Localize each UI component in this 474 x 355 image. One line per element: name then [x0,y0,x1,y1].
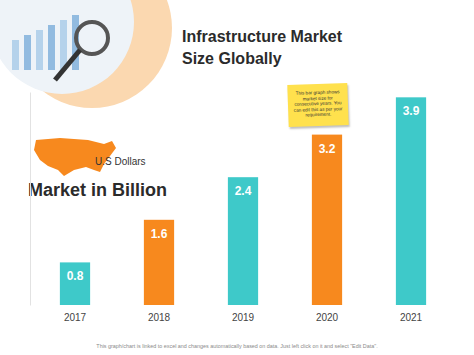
decor-bar [36,30,43,70]
decor-handle [55,50,80,80]
unit-label: U.S Dollars [95,156,146,167]
x-tick-label: 2019 [232,312,255,323]
x-tick: 2017 [64,308,87,323]
decor-lens [76,22,108,54]
data-label: 3.9 [403,104,420,118]
x-axis-line [34,308,454,309]
x-tick-label: 2020 [316,312,339,323]
footer: This graph/chart is linked to excel and … [0,343,474,349]
y-axis-line [30,93,31,306]
x-tick: 2018 [148,308,171,323]
data-label: 1.6 [151,227,168,241]
y-axis [30,93,31,306]
bar [396,97,426,305]
decor-bar [24,35,31,70]
decor-bar [60,20,67,70]
x-tick: 2021 [400,308,423,323]
data-labels: 0.8 1.6 2.4 3.2 3.9 [67,104,420,283]
bar [144,220,174,305]
x-tick: 2020 [316,308,339,323]
decor-photo [0,0,134,94]
bar [312,135,342,305]
bar [60,262,90,305]
sticky-note: This bar graph shows market size for con… [287,83,348,127]
decor-bar [12,40,19,70]
bar [228,177,258,305]
x-tick: 2019 [232,308,255,323]
x-axis: 2017 2018 2019 2020 2021 [34,308,454,323]
data-label: 2.4 [235,184,252,198]
title: Infrastructure Market Size Globally [182,26,372,70]
decor-bar [48,25,55,70]
data-label: 0.8 [67,269,84,283]
x-tick-label: 2018 [148,312,171,323]
x-tick-label: 2017 [64,312,87,323]
data-label: 3.2 [319,142,336,156]
bars [60,97,426,305]
x-tick-label: 2021 [400,312,423,323]
subtitle: Market in Billion [28,180,167,200]
